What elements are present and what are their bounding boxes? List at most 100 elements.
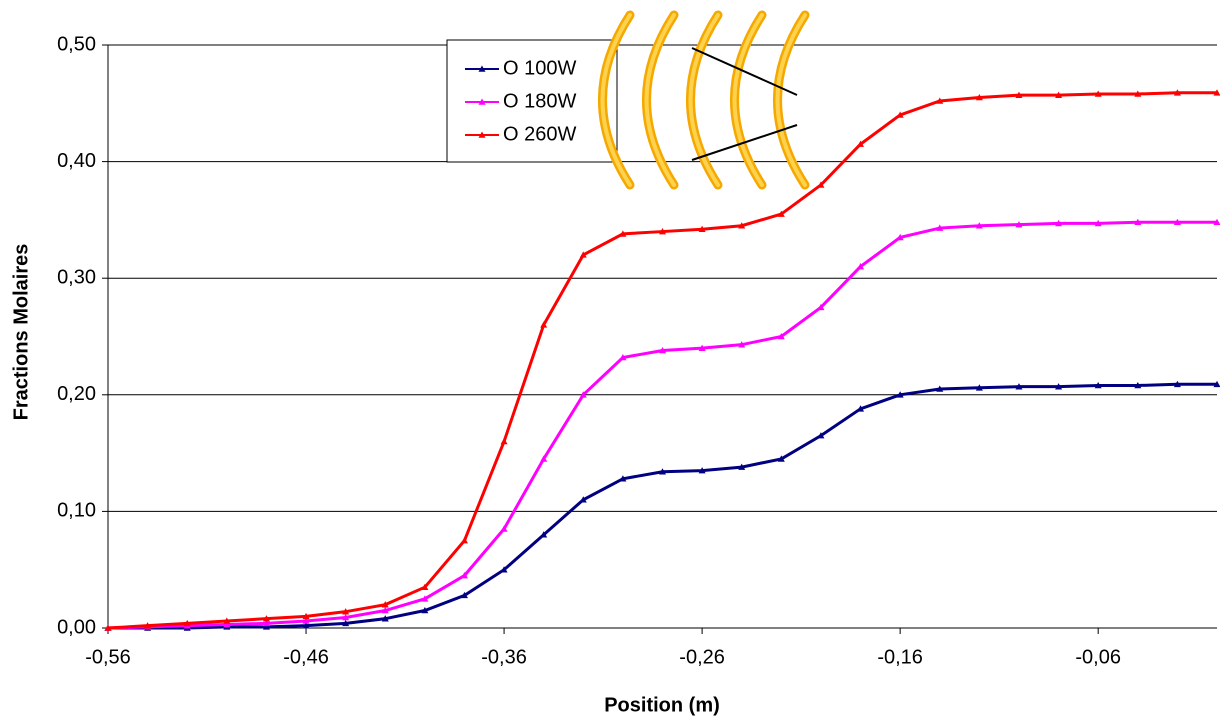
y-tick-label: 0,20 — [57, 383, 96, 405]
point-marker — [1015, 221, 1023, 228]
point-marker — [500, 525, 508, 532]
point-marker — [460, 572, 468, 579]
point-marker — [144, 622, 152, 629]
point-marker — [302, 617, 310, 624]
point-marker — [857, 405, 865, 412]
point-marker — [302, 612, 310, 620]
point-marker — [698, 467, 706, 474]
coil-line — [691, 124, 798, 161]
x-tick-label: -0,46 — [283, 646, 329, 668]
point-marker — [817, 303, 825, 311]
point-marker — [738, 222, 746, 229]
legend-label: O 260W — [503, 123, 576, 145]
point-marker — [619, 353, 627, 361]
point-marker — [540, 321, 548, 328]
point-marker — [421, 607, 429, 614]
point-marker — [1094, 219, 1102, 227]
point-marker — [896, 233, 904, 241]
point-marker — [500, 566, 508, 573]
y-tick-label: 0,40 — [57, 150, 96, 172]
y-tick-label: 0,00 — [57, 616, 96, 638]
point-marker — [421, 583, 429, 590]
point-marker — [579, 496, 587, 503]
coil-ring-highlight — [732, 13, 764, 187]
point-marker — [579, 251, 587, 258]
point-marker — [857, 140, 865, 147]
point-marker — [738, 341, 746, 348]
point-marker — [619, 475, 627, 482]
point-marker — [540, 455, 548, 462]
point-marker — [1134, 218, 1142, 226]
point-marker — [579, 391, 587, 398]
point-marker — [659, 346, 666, 354]
x-tick-label: -0,16 — [877, 646, 923, 668]
legend-marker — [478, 65, 486, 72]
point-marker — [381, 615, 389, 622]
legend: O 100W O 180W O 260W — [446, 39, 618, 163]
point-marker — [619, 230, 627, 237]
point-marker — [777, 333, 785, 340]
coil-line — [691, 47, 798, 96]
point-marker — [1213, 89, 1220, 96]
point-marker — [1094, 90, 1102, 97]
coil-ring-highlight — [688, 13, 720, 187]
point-marker — [777, 210, 785, 217]
x-tick-label: -0,26 — [679, 646, 725, 668]
point-marker — [1134, 90, 1142, 97]
point-marker — [1173, 89, 1181, 96]
point-marker — [936, 97, 944, 104]
point-marker — [262, 615, 270, 622]
coil-ring-highlight — [600, 13, 632, 187]
point-marker — [421, 595, 429, 602]
point-marker — [698, 225, 706, 233]
point-marker — [223, 617, 231, 624]
x-axis-label: Position (m) — [604, 694, 720, 716]
point-marker — [936, 224, 944, 231]
point-marker — [975, 222, 983, 229]
point-marker — [262, 619, 270, 627]
point-marker — [1213, 218, 1220, 226]
point-marker — [342, 619, 350, 627]
point-marker — [936, 385, 944, 392]
point-marker — [975, 384, 983, 391]
point-marker — [698, 344, 706, 351]
point-marker — [540, 531, 548, 538]
point-marker — [1015, 383, 1023, 390]
point-marker — [262, 623, 270, 630]
coil-icon — [598, 10, 810, 190]
point-marker — [975, 93, 983, 101]
point-marker — [104, 624, 112, 631]
series-line — [107, 220, 1217, 630]
point-marker — [896, 111, 904, 118]
point-marker — [1134, 381, 1142, 389]
series-line — [108, 382, 1217, 630]
y-tick-label: 0,50 — [57, 33, 96, 55]
coil-ring-highlight — [644, 13, 676, 187]
y-tick-label: 0,30 — [57, 266, 96, 288]
legend-marker — [478, 131, 486, 138]
point-marker — [183, 619, 191, 627]
x-tick-label: -0,36 — [481, 646, 527, 668]
point-marker — [1213, 380, 1220, 388]
point-marker — [381, 601, 389, 608]
legend-label: O 100W — [503, 57, 576, 79]
point-marker — [817, 181, 825, 188]
point-marker — [1094, 381, 1102, 389]
legend-marker — [478, 98, 486, 105]
point-marker — [1015, 91, 1023, 98]
point-marker — [460, 591, 468, 599]
point-marker — [1055, 219, 1063, 227]
point-marker — [738, 463, 746, 470]
y-tick-label: 0,10 — [57, 500, 96, 522]
point-marker — [817, 432, 825, 439]
point-marker — [500, 437, 508, 445]
point-marker — [857, 263, 865, 270]
coil-ring-highlight — [775, 13, 807, 187]
point-marker — [1055, 383, 1063, 390]
point-marker — [342, 608, 350, 615]
point-marker — [342, 614, 350, 621]
x-tick-label: -0,56 — [85, 646, 131, 668]
point-marker — [659, 228, 666, 235]
